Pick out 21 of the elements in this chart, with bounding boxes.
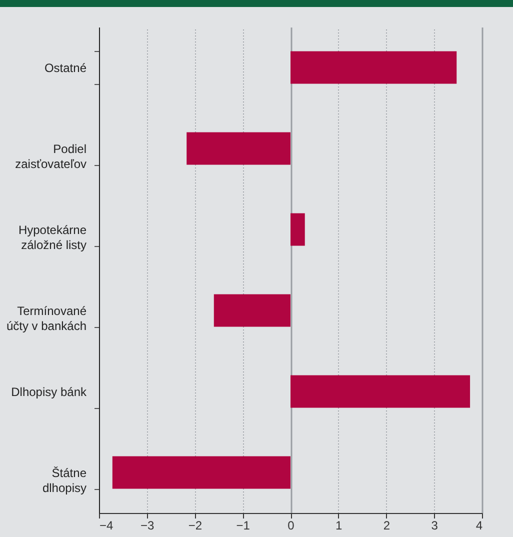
x-tick-label: 4 (476, 518, 483, 532)
bar (214, 294, 290, 327)
x-tick-label: −1 (236, 518, 250, 532)
bar (112, 456, 290, 489)
x-tick-label: −3 (140, 518, 155, 532)
y-tick-label: Hypotekárne záložné listy (18, 223, 87, 252)
y-tick-label: Štátne dlhopisy (42, 466, 87, 495)
x-tick-label: 1 (336, 518, 343, 532)
bar (290, 51, 457, 84)
x-tick-label: 2 (383, 518, 390, 532)
bar (290, 375, 470, 408)
x-tick-label: −2 (188, 518, 202, 532)
y-tick-label: Dlhopisy bánk (11, 385, 88, 399)
x-tick-label: −4 (100, 518, 114, 532)
x-tick-label: 0 (288, 518, 295, 532)
bar (290, 213, 305, 246)
y-tick-label: Podiel zaisťovateľov (15, 142, 86, 171)
x-tick-label: 3 (431, 518, 438, 532)
y-tick-label: Termínované účty v bankách (6, 304, 87, 333)
bar (186, 132, 290, 165)
y-tick-label: Ostatné (44, 61, 87, 75)
